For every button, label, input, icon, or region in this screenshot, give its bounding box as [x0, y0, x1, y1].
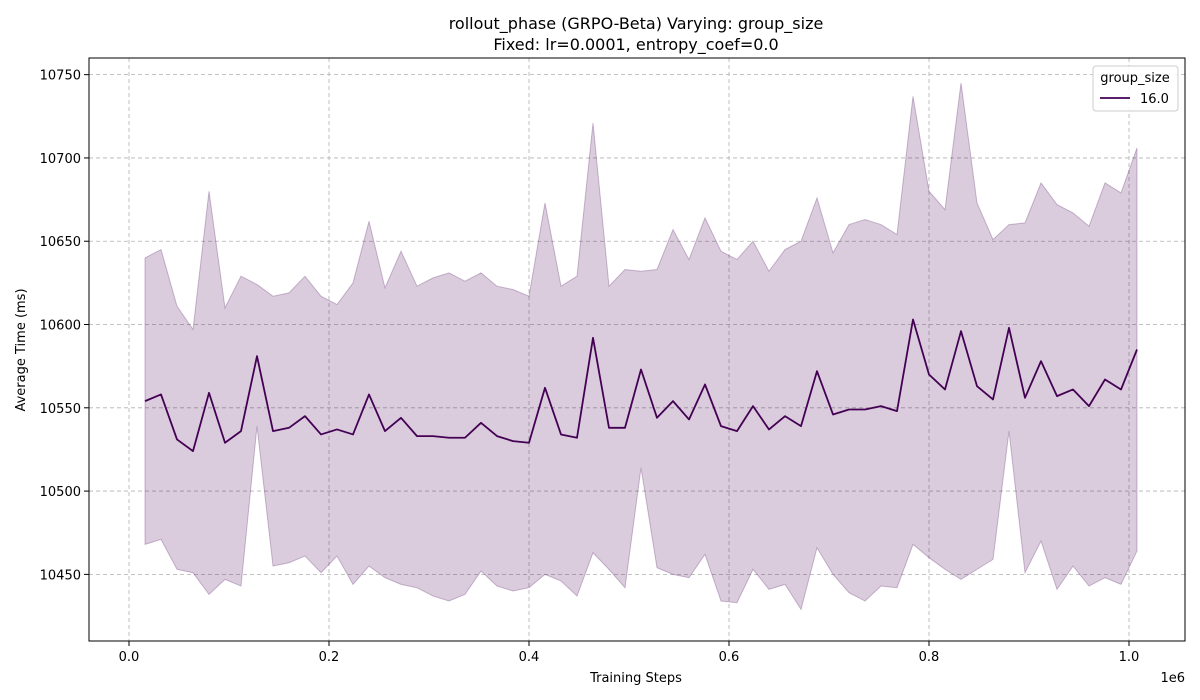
plot-frame [88, 57, 1186, 642]
x-tick-label: 0.2 [319, 650, 340, 665]
x-axis-label: Training Steps [589, 671, 682, 686]
y-tick-label: 10450 [40, 568, 81, 583]
x-tick-label: 0.6 [719, 650, 740, 665]
x-tick-label: 1.0 [1119, 650, 1140, 665]
series-confidence-band [144, 82, 1138, 611]
x-tick-label: 0.0 [119, 650, 140, 665]
y-tick-label: 10700 [40, 152, 81, 167]
y-tick-label: 10550 [40, 402, 81, 417]
x-axis-ticks: 0.0 0.2 0.4 0.6 0.8 1.0 [119, 641, 1140, 665]
grid [89, 58, 1185, 641]
y-tick-label: 10750 [40, 69, 81, 84]
y-axis-ticks: 10450 10500 10550 10600 10650 10700 10750 [40, 69, 89, 583]
legend-box [1092, 65, 1179, 112]
legend-title: group_size [1100, 71, 1169, 86]
legend: group_size 16.0 [1092, 65, 1179, 112]
y-tick-label: 10600 [40, 319, 81, 334]
x-axis-offset-label: 1e6 [1160, 671, 1185, 686]
chart-title-line1: rollout_phase (GRPO-Beta) Varying: group… [449, 14, 824, 34]
y-tick-label: 10500 [40, 485, 81, 500]
x-tick-label: 0.8 [919, 650, 940, 665]
y-axis-label: Average Time (ms) [14, 288, 29, 411]
confidence-band-layer [144, 82, 1138, 611]
legend-entry-label: 16.0 [1140, 92, 1169, 107]
y-tick-label: 10650 [40, 235, 81, 250]
chart-title-line2: Fixed: lr=0.0001, entropy_coef=0.0 [493, 35, 778, 55]
series-line [144, 318, 1138, 453]
series-line-layer [144, 318, 1138, 453]
x-tick-label: 0.4 [519, 650, 540, 665]
